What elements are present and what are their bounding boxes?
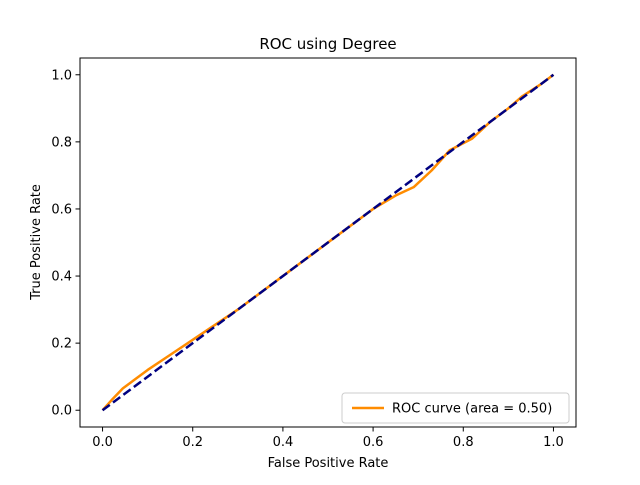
axis-ticks: 0.0 0.2 0.4 0.6 0.8 1.0 0.0 0.2 0.4 0.6 0.8 1.0: [51, 68, 563, 450]
y-tick-label: 0.0: [51, 404, 72, 419]
y-tick-label: 0.2: [51, 337, 72, 352]
y-tick-label: 1.0: [51, 68, 72, 83]
legend-box: [341, 392, 570, 424]
plot-area: [79, 57, 577, 428]
chance-line: [101, 73, 555, 412]
legend-label: ROC curve (area = 0.50): [392, 402, 552, 417]
x-tick-label: 0.6: [363, 435, 384, 450]
x-tick-label: 0.2: [182, 435, 203, 450]
y-tick-label: 0.4: [51, 270, 72, 285]
x-tick-label: 0.0: [92, 435, 113, 450]
chart-title: ROC using Degree: [259, 35, 396, 53]
x-tick-label: 0.4: [273, 435, 294, 450]
axes-frame: [79, 57, 577, 428]
y-axis-label: True Positive Rate: [29, 184, 44, 301]
x-tick-label: 0.8: [453, 435, 474, 450]
y-tick-label: 0.6: [51, 202, 72, 217]
legend: ROC curve (area = 0.50): [341, 392, 570, 424]
x-tick-label: 1.0: [543, 435, 564, 450]
y-tick-label: 0.8: [51, 135, 72, 150]
x-axis-label: False Positive Rate: [268, 456, 389, 471]
